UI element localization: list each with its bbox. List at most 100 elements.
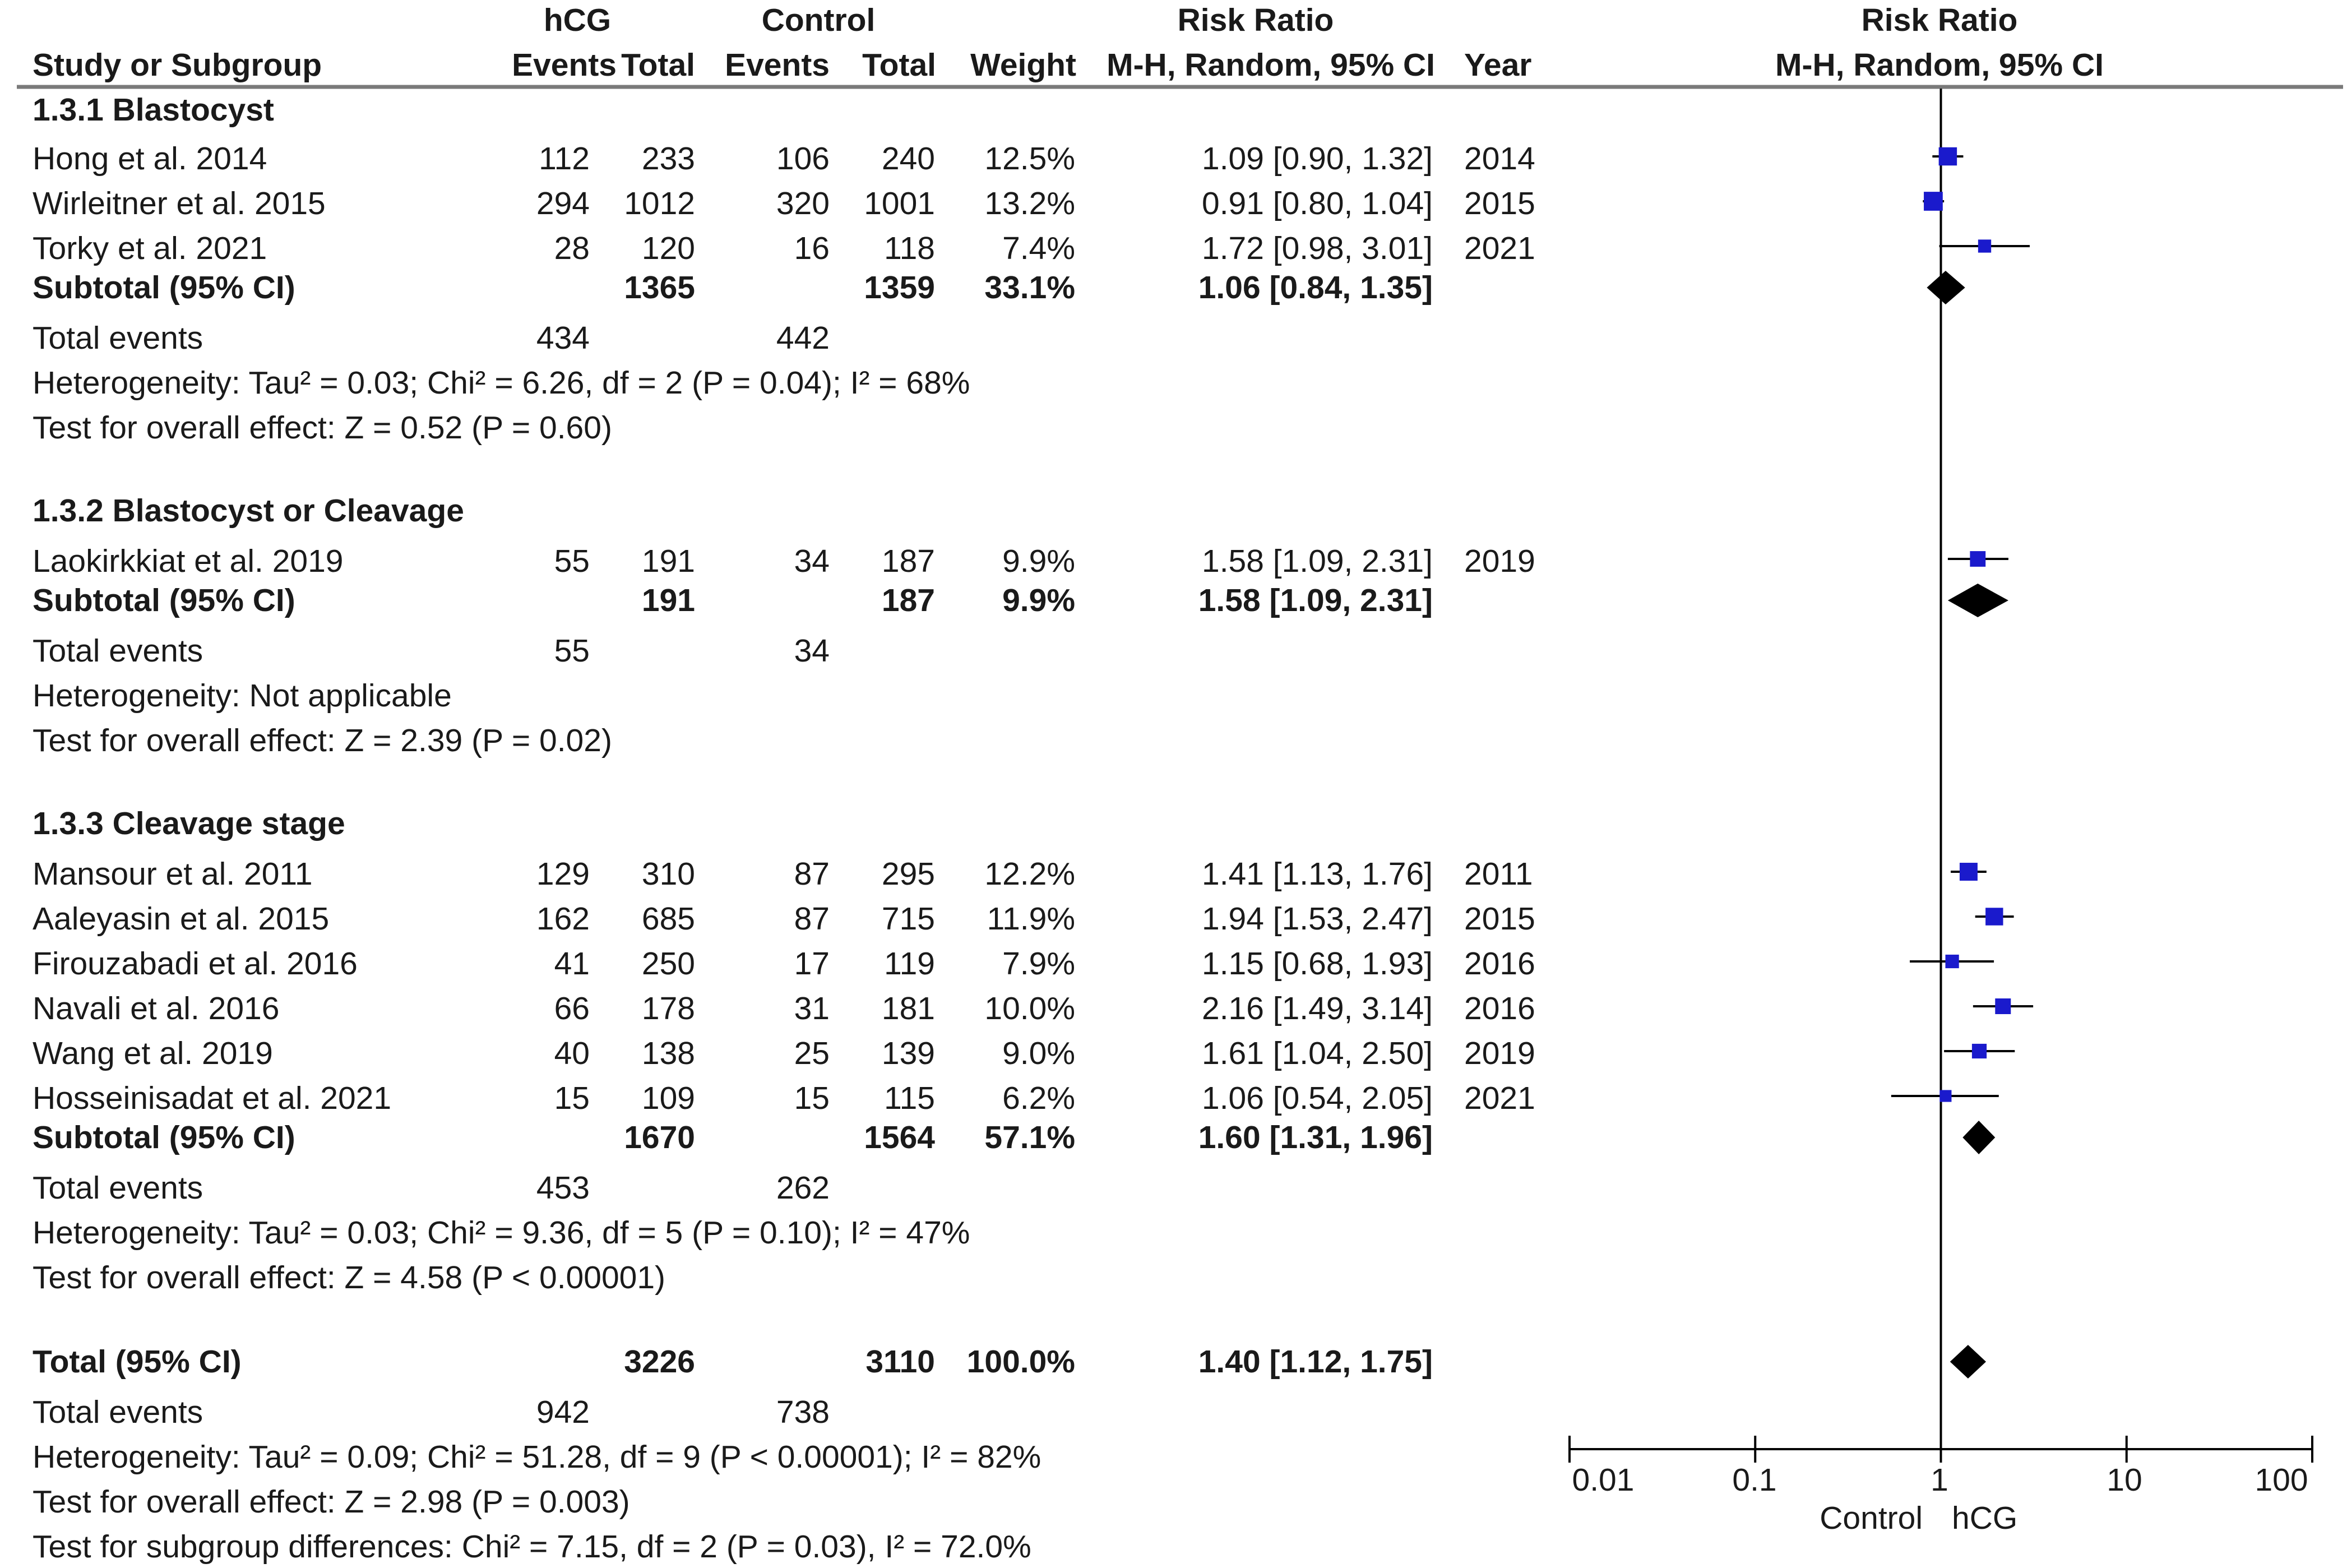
cell-hcg-events: 55 <box>554 633 590 669</box>
row-label-note: Test for overall effect: Z = 2.98 (P = 0… <box>33 1484 630 1520</box>
cell-control-events: 320 <box>776 186 830 221</box>
row-label-note: Test for subgroup differences: Chi² = 7.… <box>33 1529 1031 1565</box>
row-label-note: Heterogeneity: Not applicable <box>33 678 452 714</box>
cell-control-events: 442 <box>776 320 830 356</box>
axis-tick-label-0.1: 0.1 <box>1732 1462 1777 1498</box>
cell-weight: 9.9% <box>1002 543 1075 579</box>
pooled-effect-diamond <box>1947 584 2008 617</box>
row-label-heading: 1.3.3 Cleavage stage <box>33 806 345 841</box>
row-label-study: Wirleitner et al. 2015 <box>33 186 326 221</box>
cell-control-total: 295 <box>881 856 935 892</box>
row-label-events: Total events <box>33 633 203 669</box>
cell-weight: 11.9% <box>987 901 1075 937</box>
cell-hcg-total: 1365 <box>624 270 695 306</box>
study-effect-marker <box>1971 1043 1987 1059</box>
cell-year: 2016 <box>1464 991 1535 1026</box>
header-control-total: Total <box>862 47 936 83</box>
header-hcg-events: Events <box>512 47 617 83</box>
cell-hcg-events: 28 <box>554 230 590 266</box>
row-label-heading: 1.3.2 Blastocyst or Cleavage <box>33 493 464 529</box>
cell-weight: 100.0% <box>966 1344 1075 1380</box>
cell-year: 2019 <box>1464 1035 1535 1071</box>
cell-control-events: 34 <box>794 633 830 669</box>
header-hcg-group: hCG <box>543 2 612 38</box>
favours-hcg-label: hCG <box>1952 1500 2018 1536</box>
cell-hcg-total: 233 <box>641 141 695 177</box>
row-label-note: Test for overall effect: Z = 4.58 (P < 0… <box>33 1260 666 1296</box>
header-rr-method: M-H, Random, 95% CI <box>1107 47 1435 83</box>
axis-tick-label-0.01: 0.01 <box>1572 1462 1635 1498</box>
cell-control-events: 25 <box>794 1035 830 1071</box>
cell-hcg-total: 138 <box>641 1035 695 1071</box>
cell-hcg-total: 685 <box>641 901 695 937</box>
cell-control-events: 87 <box>794 856 830 892</box>
row-label-study: Hosseinisadat et al. 2021 <box>33 1080 392 1116</box>
cell-hcg-events: 66 <box>554 991 590 1026</box>
pooled-effect-diamond <box>1927 271 1965 304</box>
row-label-study: Mansour et al. 2011 <box>33 856 313 892</box>
cell-weight: 57.1% <box>984 1120 1075 1155</box>
row-label-note: Heterogeneity: Tau² = 0.03; Chi² = 9.36,… <box>33 1215 970 1251</box>
header-plot-risk-ratio: Risk Ratio <box>1861 2 2018 38</box>
cell-risk-ratio-ci: 0.91 [0.80, 1.04] <box>1202 186 1433 221</box>
cell-weight: 33.1% <box>984 270 1075 306</box>
row-label-note: Test for overall effect: Z = 0.52 (P = 0… <box>33 410 612 446</box>
cell-weight: 9.0% <box>1002 1035 1075 1071</box>
row-label-study: Firouzabadi et al. 2016 <box>33 946 358 982</box>
cell-hcg-total: 191 <box>641 582 695 618</box>
cell-control-events: 738 <box>776 1394 830 1430</box>
header-control-group: Control <box>761 2 876 38</box>
row-label-events: Total events <box>33 320 203 356</box>
cell-control-total: 115 <box>884 1080 935 1116</box>
cell-weight: 7.9% <box>1002 946 1075 982</box>
row-label-study: Laokirkkiat et al. 2019 <box>33 543 344 579</box>
cell-hcg-total: 191 <box>641 543 695 579</box>
cell-risk-ratio-ci: 1.72 [0.98, 3.01] <box>1202 230 1433 266</box>
axis-tick-label-1: 1 <box>1931 1462 1948 1498</box>
row-label-study: Hong et al. 2014 <box>33 141 267 177</box>
study-effect-marker <box>1924 192 1943 211</box>
cell-weight: 13.2% <box>984 186 1075 221</box>
cell-risk-ratio-ci: 1.94 [1.53, 2.47] <box>1202 901 1433 937</box>
cell-year: 2021 <box>1464 1080 1535 1116</box>
cell-year: 2016 <box>1464 946 1535 982</box>
cell-hcg-events: 162 <box>536 901 590 937</box>
cell-hcg-total: 120 <box>641 230 695 266</box>
cell-hcg-total: 3226 <box>624 1344 695 1380</box>
pooled-effect-diamond <box>1962 1121 1996 1154</box>
header-weight: Weight <box>970 47 1076 83</box>
cell-year: 2015 <box>1464 901 1535 937</box>
cell-control-total: 1564 <box>864 1120 935 1155</box>
header-risk-ratio: Risk Ratio <box>1177 2 1334 38</box>
row-label-heading: 1.3.1 Blastocyst <box>33 92 274 128</box>
cell-risk-ratio-ci: 1.60 [1.31, 1.96] <box>1198 1120 1433 1155</box>
row-label-note: Test for overall effect: Z = 2.39 (P = 0… <box>33 723 612 758</box>
cell-hcg-events: 40 <box>554 1035 590 1071</box>
cell-hcg-total: 310 <box>641 856 695 892</box>
cell-risk-ratio-ci: 1.40 [1.12, 1.75] <box>1198 1344 1433 1380</box>
cell-hcg-events: 129 <box>536 856 590 892</box>
cell-year: 2021 <box>1464 230 1535 266</box>
cell-risk-ratio-ci: 1.06 [0.84, 1.35] <box>1198 270 1433 306</box>
row-label-note: Heterogeneity: Tau² = 0.03; Chi² = 6.26,… <box>33 365 970 401</box>
cell-control-total: 3110 <box>865 1344 935 1380</box>
cell-risk-ratio-ci: 1.58 [1.09, 2.31] <box>1202 543 1433 579</box>
cell-year: 2015 <box>1464 186 1535 221</box>
cell-hcg-events: 942 <box>536 1394 590 1430</box>
cell-risk-ratio-ci: 1.61 [1.04, 2.50] <box>1202 1035 1433 1071</box>
cell-control-events: 262 <box>776 1170 830 1206</box>
row-label-events: Total events <box>33 1170 203 1206</box>
cell-control-total: 118 <box>884 230 935 266</box>
study-effect-marker <box>1938 147 1957 166</box>
header-study-or-subgroup: Study or Subgroup <box>33 47 322 83</box>
cell-hcg-events: 41 <box>554 946 590 982</box>
cell-risk-ratio-ci: 1.15 [0.68, 1.93] <box>1202 946 1433 982</box>
cell-control-total: 187 <box>881 582 935 618</box>
cell-control-total: 1001 <box>864 186 935 221</box>
study-effect-marker <box>1995 998 2011 1014</box>
cell-weight: 10.0% <box>984 991 1075 1026</box>
row-label-study: Wang et al. 2019 <box>33 1035 273 1071</box>
row-label-note: Heterogeneity: Tau² = 0.09; Chi² = 51.28… <box>33 1439 1041 1475</box>
